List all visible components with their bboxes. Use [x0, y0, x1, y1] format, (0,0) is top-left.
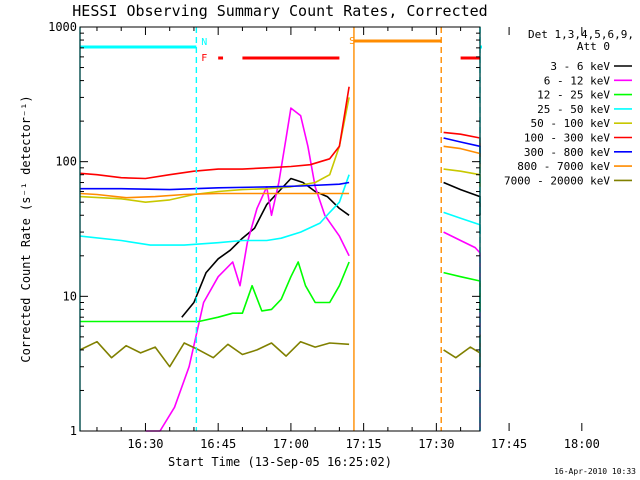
axis-ticks: 1 10 100 1000 16:30 16:45 17:00 17:15 17:30 17:45…	[48, 20, 600, 451]
flag-bar-n-1	[480, 45, 482, 49]
series-line-100-300-kev	[79, 86, 481, 180]
chart-title: HESSI Observing Summary Count Rates, Cor…	[72, 2, 487, 20]
x-tick-label-16-45: 16:45	[200, 437, 236, 451]
series-line-12-25-kev	[80, 261, 481, 323]
flag-bar-f-0	[218, 56, 224, 60]
flag-label-s: S	[349, 36, 355, 47]
legend-label-12-25-kev: 12 - 25 keV	[537, 89, 610, 102]
x-tick-label-17-45: 17:45	[491, 437, 527, 451]
flag-bar-f-2	[460, 56, 480, 60]
legend-label-300-800-kev: 300 - 800 keV	[524, 146, 610, 159]
flag-bar-s-0	[353, 39, 442, 43]
timestamp: 16-Apr-2010 10:33	[554, 467, 636, 476]
x-tick-label-16-30: 16:30	[127, 437, 163, 451]
flag-bar-f-1	[242, 56, 340, 60]
legend-label-50-100-kev: 50 - 100 keV	[531, 117, 611, 130]
series-line-7000-20000-kev	[79, 334, 481, 368]
y-tick-label-10: 10	[63, 289, 77, 303]
series-line-25-50-kev	[79, 174, 481, 246]
x-tick-label-17-15: 17:15	[346, 437, 382, 451]
x-tick-label-17-00: 17:00	[273, 437, 309, 451]
legend-label-800-7000-kev: 800 - 7000 keV	[517, 160, 610, 173]
legend-label-7000-20000-kev: 7000 - 20000 keV	[504, 174, 610, 187]
x-axis-label: Start Time (13-Sep-05 16:25:02)	[168, 455, 392, 469]
legend-label-100-300-kev: 100 - 300 keV	[524, 132, 610, 145]
y-tick-label-1000: 1000	[48, 20, 77, 34]
vertical-markers	[79, 27, 481, 431]
y-tick-label-1: 1	[70, 424, 77, 438]
y-axis-label: Corrected Count Rate (s⁻¹ detector⁻¹)	[19, 95, 33, 362]
legend-title-line-1: Det 1,3,4,5,6,9,	[528, 28, 634, 41]
series-line-3-6-kev	[181, 177, 481, 318]
y-tick-label-100: 100	[55, 155, 77, 169]
series-line-300-800-kev	[80, 137, 481, 191]
data-lines	[79, 86, 481, 432]
x-tick-label-18-00: 18:00	[564, 437, 600, 451]
flag-bar-n-0	[80, 45, 197, 49]
legend-label-6-12-kev: 6 - 12 keV	[544, 74, 611, 87]
flag-label-f: F	[201, 53, 207, 64]
legend-title-line-2: Att 0	[577, 40, 610, 53]
x-tick-label-17-30: 17:30	[418, 437, 454, 451]
flag-label-n: N	[201, 37, 207, 48]
legend-label-3-6-kev: 3 - 6 keV	[550, 60, 610, 73]
legend-label-25-50-kev: 25 - 50 keV	[537, 103, 610, 116]
flag-bars: NF S	[80, 36, 482, 64]
plot-frame	[79, 26, 481, 432]
